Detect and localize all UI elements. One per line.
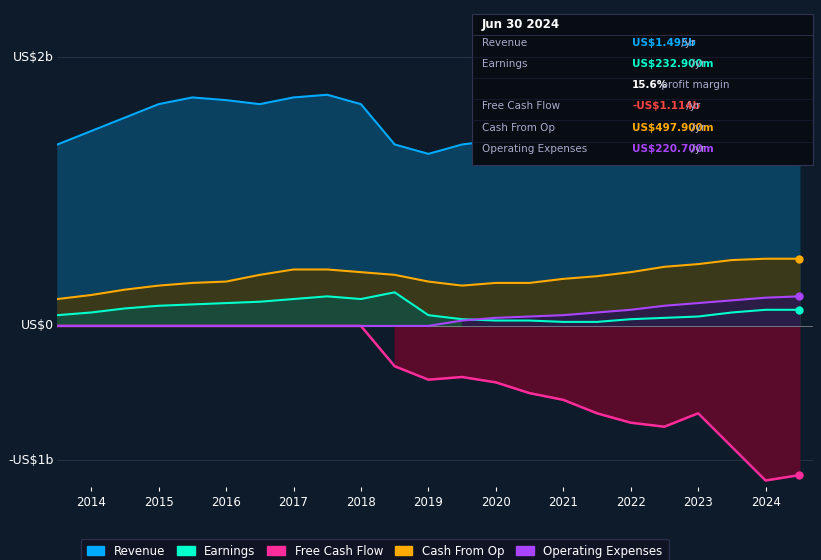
Text: US$220.700m: US$220.700m — [632, 144, 714, 154]
Text: Free Cash Flow: Free Cash Flow — [482, 101, 560, 111]
Text: 15.6%: 15.6% — [632, 80, 668, 90]
Text: /yr: /yr — [688, 59, 705, 69]
Text: -US$1.114b: -US$1.114b — [632, 101, 700, 111]
Text: Operating Expenses: Operating Expenses — [482, 144, 587, 154]
Text: US$0: US$0 — [21, 319, 53, 333]
Text: -US$1b: -US$1b — [8, 454, 53, 467]
Text: /yr: /yr — [688, 144, 705, 154]
Point — [793, 305, 806, 314]
Legend: Revenue, Earnings, Free Cash Flow, Cash From Op, Operating Expenses: Revenue, Earnings, Free Cash Flow, Cash … — [81, 539, 668, 560]
Text: US$2b: US$2b — [13, 50, 53, 64]
Point — [793, 55, 806, 64]
Text: US$497.900m: US$497.900m — [632, 123, 713, 133]
Text: US$232.900m: US$232.900m — [632, 59, 713, 69]
Text: profit margin: profit margin — [658, 80, 729, 90]
Text: Earnings: Earnings — [482, 59, 527, 69]
Text: /yr: /yr — [688, 123, 705, 133]
Text: Cash From Op: Cash From Op — [482, 123, 555, 133]
Text: US$1.495b: US$1.495b — [632, 38, 696, 48]
Text: /yr: /yr — [678, 38, 695, 48]
Text: Revenue: Revenue — [482, 38, 527, 48]
Point — [793, 470, 806, 479]
Text: Jun 30 2024: Jun 30 2024 — [482, 18, 560, 31]
Point — [793, 292, 806, 301]
Text: /yr: /yr — [683, 101, 700, 111]
Point — [793, 254, 806, 263]
